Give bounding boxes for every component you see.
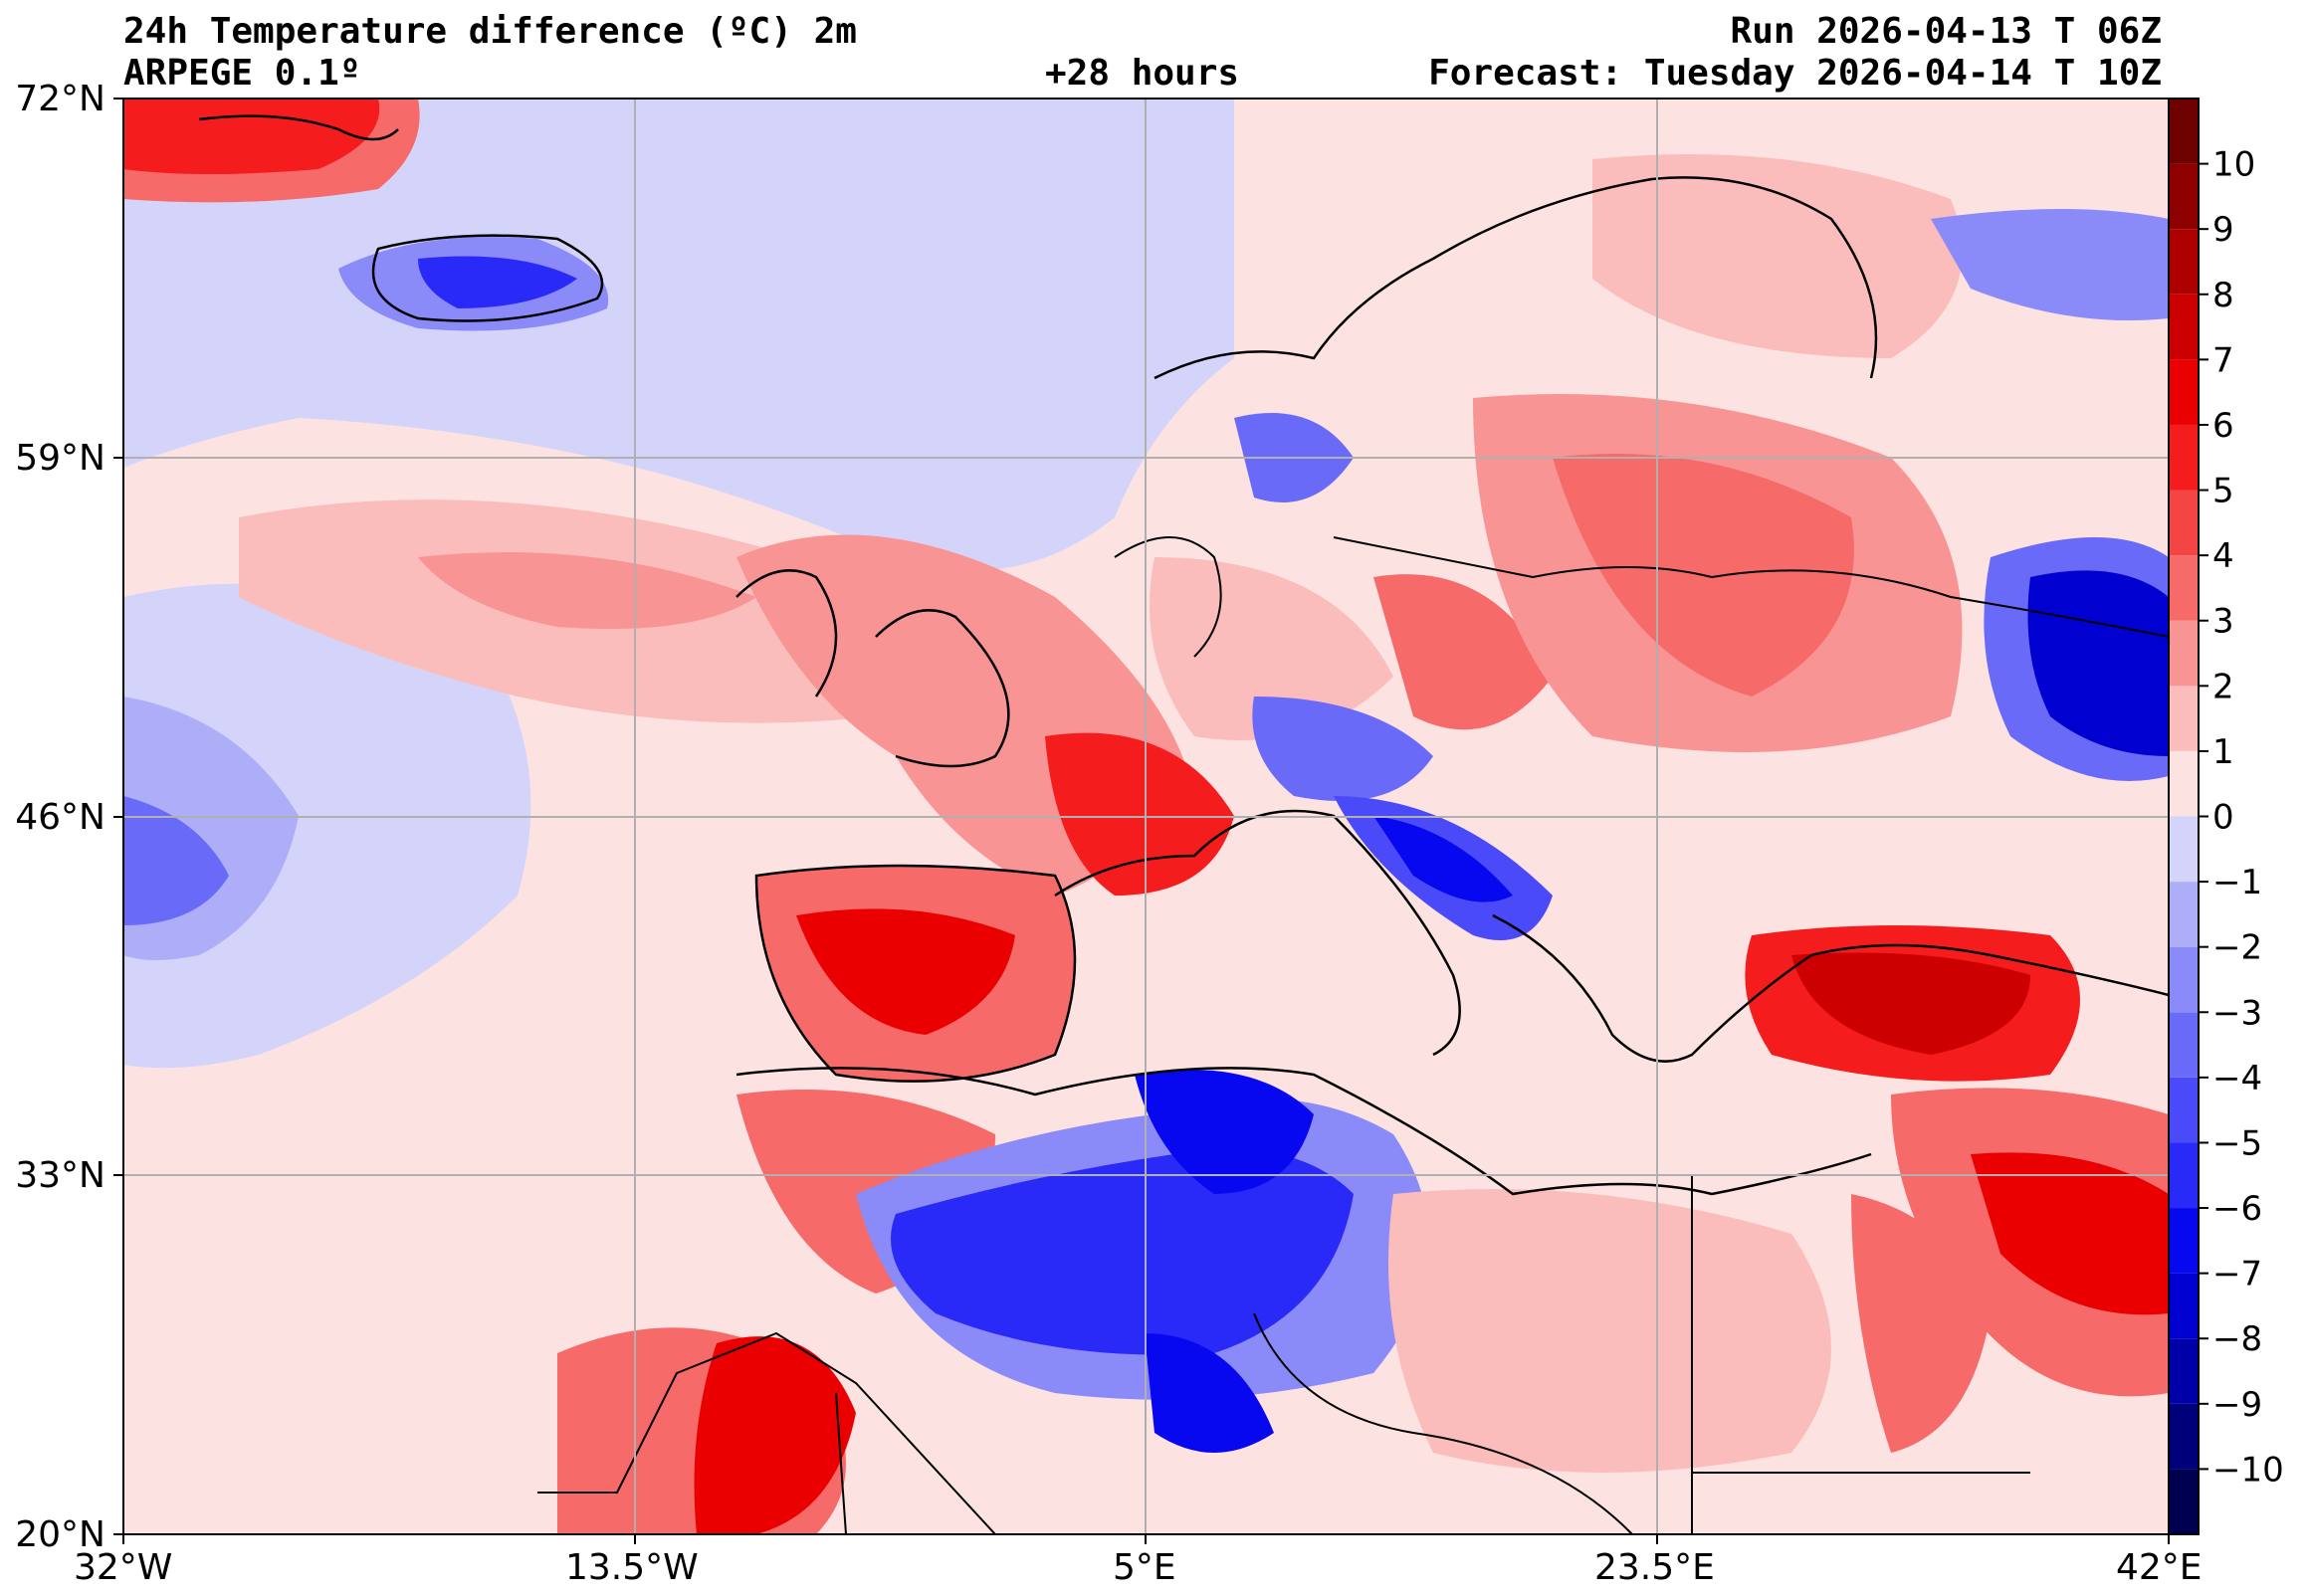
colorbar-tick-label: −1: [2212, 863, 2262, 902]
colorbar-tick-label: −2: [2212, 928, 2262, 968]
colorbar-segment: [2169, 1273, 2199, 1339]
lat-tick-label: 59°N: [15, 438, 105, 479]
lon-tick-label: 13.5°W: [565, 1547, 699, 1588]
colorbar-tick-label: −3: [2212, 993, 2262, 1033]
colorbar-segment: [2169, 1012, 2199, 1078]
colorbar-tick-label: 2: [2212, 667, 2234, 706]
colorbar-segment: [2169, 946, 2199, 1013]
colorbar-segment: [2169, 1077, 2199, 1143]
lon-tick-label: 42°E: [2116, 1547, 2203, 1588]
colorbar-segment: [2169, 686, 2199, 751]
lat-tick-label: 33°N: [15, 1155, 105, 1196]
run-label: Run 2026-04-13 T 06Z: [1730, 11, 2162, 52]
colorbar-tick-label: −8: [2212, 1319, 2262, 1359]
colorbar-tick-label: 3: [2212, 602, 2234, 642]
colorbar-tick-label: −6: [2212, 1189, 2262, 1229]
lat-tick-label: 72°N: [15, 79, 105, 119]
colorbar-segment: [2169, 816, 2199, 883]
colorbar-tick-label: 9: [2212, 210, 2234, 250]
lat-tick-label: 46°N: [15, 797, 105, 838]
colorbar-tick-label: −5: [2212, 1123, 2262, 1163]
colorbar-tick-label: 1: [2212, 732, 2234, 772]
colorbar-tick-label: 4: [2212, 536, 2234, 576]
lon-tick-label: 23.5°E: [1594, 1547, 1715, 1588]
colorbar-segment: [2169, 1142, 2199, 1209]
colorbar-tick-label: −7: [2212, 1255, 2262, 1295]
model-label: ARPEGE 0.1º: [123, 53, 361, 94]
colorbar-segment: [2169, 1403, 2199, 1470]
colorbar-segment: [2169, 490, 2199, 556]
axis-ticks: [113, 98, 2170, 1544]
colorbar-tick-label: 6: [2212, 406, 2234, 446]
colorbar-segment: [2169, 750, 2199, 817]
colorbar-tick-label: 0: [2212, 798, 2234, 838]
colorbar-tick-label: 10: [2212, 145, 2255, 185]
colorbar-segment: [2169, 424, 2199, 491]
gridlines: [123, 99, 2169, 1534]
colorbar-segment: [2169, 163, 2199, 230]
colorbar-segment: [2169, 1469, 2199, 1534]
colorbar-segment: [2169, 882, 2199, 947]
lead-time-label: +28 hours: [1045, 53, 1240, 94]
colorbar-tick-label: −10: [2212, 1450, 2284, 1490]
colorbar-segment: [2169, 359, 2199, 425]
colorbar-segment: [2169, 294, 2199, 360]
colorbar-segment: [2169, 229, 2199, 295]
colorbar-tick-label: 7: [2212, 340, 2234, 380]
colorbar-segment: [2169, 99, 2199, 164]
colorbar-tick-label: −9: [2212, 1385, 2262, 1425]
colorbar-tick-label: 8: [2212, 276, 2234, 315]
colorbar-tick-label: 5: [2212, 472, 2234, 511]
lat-tick-label: 20°N: [15, 1514, 105, 1555]
lon-tick-label: 5°E: [1113, 1547, 1176, 1588]
colorbar-segment: [2169, 1208, 2199, 1274]
colorbar-tick-label: −4: [2212, 1059, 2262, 1098]
lon-tick-label: 32°W: [74, 1547, 173, 1588]
colorbar-segment: [2169, 620, 2199, 687]
map-title: 24h Temperature difference (ºC) 2m: [123, 11, 857, 52]
colorbar-segment: [2169, 1338, 2199, 1404]
colorbar-segment: [2169, 555, 2199, 621]
forecast-label: Forecast: Tuesday 2026-04-14 T 10Z: [1428, 53, 2162, 94]
